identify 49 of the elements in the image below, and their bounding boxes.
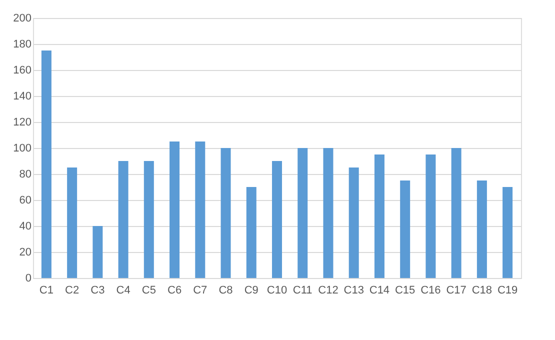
y-tick-label: 200 xyxy=(13,12,32,24)
bar xyxy=(374,154,384,278)
x-tick-label: C5 xyxy=(142,284,156,296)
bar xyxy=(92,226,103,278)
bar xyxy=(476,180,487,278)
x-tick-label: C9 xyxy=(244,284,258,296)
bar xyxy=(195,142,206,278)
x-tick-label: C14 xyxy=(369,284,390,296)
y-tick-label: 80 xyxy=(19,168,32,180)
x-tick-label: C3 xyxy=(90,284,105,296)
bar xyxy=(348,168,359,278)
bar xyxy=(67,168,78,278)
bar xyxy=(323,148,334,278)
y-tick-label: 0 xyxy=(25,272,32,284)
x-tick-label: C19 xyxy=(497,284,518,296)
x-tick-label: C12 xyxy=(318,284,338,296)
x-tick-label: C11 xyxy=(292,284,312,296)
y-tick-label: 120 xyxy=(13,116,32,128)
y-tick-label: 140 xyxy=(13,90,32,102)
x-tick-label: C2 xyxy=(65,284,80,296)
x-tick-label: C8 xyxy=(218,284,233,296)
bar xyxy=(400,180,410,278)
y-tick-label: 180 xyxy=(13,38,32,50)
x-tick-label: C16 xyxy=(420,284,441,296)
x-tick-label: C15 xyxy=(394,284,416,296)
x-tick-label: C7 xyxy=(193,284,208,296)
bar xyxy=(502,187,513,278)
bar xyxy=(170,142,180,278)
y-tick-label: 20 xyxy=(19,246,32,258)
bar xyxy=(220,148,231,278)
bar xyxy=(451,148,462,278)
y-tick-label: 160 xyxy=(13,64,32,76)
bar xyxy=(41,50,52,278)
y-tick-label: 60 xyxy=(19,194,32,206)
x-tick-label: C13 xyxy=(344,284,364,296)
bar xyxy=(298,148,308,278)
bar xyxy=(144,161,154,278)
x-tick-label: C4 xyxy=(116,284,130,296)
x-tick-label: C18 xyxy=(472,284,492,296)
bar xyxy=(246,187,256,278)
bar xyxy=(426,154,436,278)
x-tick-label: C10 xyxy=(266,284,288,296)
x-tick-label: C6 xyxy=(168,284,182,296)
y-tick-label: 100 xyxy=(13,142,32,154)
y-tick-label: 40 xyxy=(19,220,32,232)
bar xyxy=(272,161,282,278)
bar xyxy=(118,161,128,278)
x-tick-label: C1 xyxy=(39,284,54,296)
x-tick-label: C17 xyxy=(446,284,466,296)
